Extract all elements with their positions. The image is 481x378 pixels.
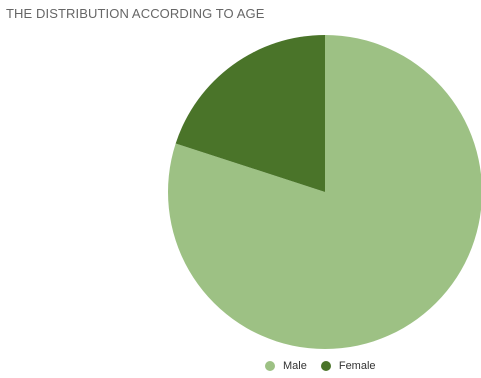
legend-item-male[interactable]: Male [265, 360, 307, 372]
chart-legend: Male Female [265, 360, 390, 372]
legend-label-female: Female [338, 360, 376, 372]
legend-swatch-male [265, 361, 275, 371]
pie-slice-male[interactable] [168, 35, 481, 349]
pie-chart [168, 35, 481, 349]
chart-title: THE DISTRIBUTION ACCORDING TO AGE [6, 6, 265, 21]
pie-slice-female[interactable] [175, 35, 325, 192]
legend-item-female[interactable]: Female [320, 360, 376, 372]
legend-swatch-female [320, 361, 331, 371]
legend-label-male: Male [283, 360, 307, 372]
